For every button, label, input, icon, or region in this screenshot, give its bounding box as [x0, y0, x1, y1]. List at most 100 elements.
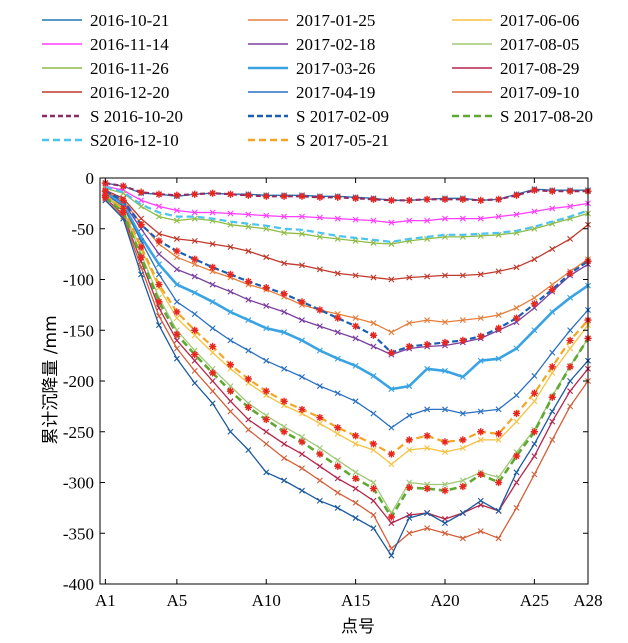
data-point — [191, 332, 198, 339]
series-line-10 — [104, 197, 589, 524]
series-16 — [101, 191, 592, 458]
data-point — [156, 251, 162, 258]
data-point — [334, 489, 341, 496]
data-point — [316, 383, 323, 390]
data-point — [244, 403, 252, 411]
data-point — [513, 345, 520, 352]
data-point — [567, 294, 574, 301]
data-point — [370, 497, 377, 504]
data-point — [441, 338, 449, 347]
data-point — [567, 203, 574, 210]
data-point — [245, 426, 252, 433]
data-point — [513, 304, 520, 311]
data-point — [156, 313, 162, 320]
data-point — [406, 515, 413, 522]
data-point — [424, 509, 431, 516]
data-point — [477, 436, 484, 443]
data-point — [173, 217, 180, 224]
legend-label: 2017-04-19 — [296, 83, 375, 102]
data-point — [352, 469, 359, 476]
data-point — [119, 182, 127, 190]
legend-item: 2017-01-25 — [248, 11, 375, 30]
legend-item: S2016-12-10 — [42, 131, 179, 150]
series-line-14 — [105, 186, 589, 243]
data-point — [442, 215, 448, 222]
data-point — [299, 487, 305, 494]
data-point — [281, 260, 288, 267]
data-point — [191, 273, 198, 280]
data-point — [388, 219, 395, 226]
data-point — [459, 535, 466, 542]
series-line-4 — [105, 190, 589, 333]
data-point — [209, 240, 216, 247]
data-point — [567, 378, 574, 384]
y-tick-label: -50 — [71, 220, 94, 239]
data-point — [227, 288, 234, 295]
data-point — [263, 254, 270, 261]
data-point — [567, 345, 574, 352]
data-point — [209, 281, 216, 288]
data-point — [549, 436, 556, 443]
data-point — [369, 484, 378, 493]
data-point — [138, 203, 145, 210]
data-point — [352, 362, 359, 369]
legend-label: 2016-10-21 — [90, 11, 169, 30]
data-point — [263, 469, 270, 476]
data-point — [334, 430, 341, 437]
data-point — [370, 217, 377, 224]
data-point — [334, 475, 341, 482]
data-point — [459, 445, 466, 451]
data-point — [298, 192, 306, 200]
data-point — [424, 317, 431, 324]
data-point — [370, 410, 377, 417]
legend-label: 2017-02-18 — [296, 35, 375, 54]
data-point — [387, 450, 395, 458]
legend-label: 2016-11-26 — [90, 59, 169, 78]
series-line-3 — [105, 189, 589, 281]
data-point — [549, 281, 556, 288]
data-point — [513, 504, 520, 511]
x-tick-label: A28 — [573, 591, 602, 610]
data-point — [388, 276, 395, 283]
x-tick-label: A10 — [252, 591, 281, 610]
data-point — [173, 281, 180, 288]
series-12 — [102, 197, 591, 559]
data-point — [209, 378, 216, 384]
data-point — [495, 312, 502, 319]
data-point — [495, 507, 502, 514]
data-point — [388, 545, 395, 552]
data-point — [352, 440, 359, 447]
series-0 — [102, 180, 591, 204]
legend-item: 2016-10-21 — [42, 11, 169, 30]
data-point — [531, 256, 538, 263]
data-point — [137, 221, 145, 229]
data-point — [281, 440, 288, 447]
data-point — [156, 203, 162, 210]
data-point — [101, 179, 109, 187]
series-line-12 — [104, 199, 589, 557]
data-point — [191, 380, 198, 387]
data-point — [334, 270, 341, 277]
data-point — [262, 415, 270, 424]
data-point — [352, 515, 359, 522]
data-point — [244, 375, 252, 383]
legend-label: S2016-12-10 — [90, 131, 179, 150]
data-point — [512, 452, 521, 460]
data-point — [262, 284, 270, 292]
legend-item: 2017-08-05 — [452, 35, 579, 54]
data-point — [173, 254, 180, 261]
data-point — [316, 323, 323, 330]
data-point — [226, 387, 235, 395]
y-tick-label: -350 — [63, 524, 94, 543]
data-point — [370, 372, 377, 379]
legend-label: S 2017-02-09 — [296, 107, 389, 126]
data-point — [334, 504, 341, 511]
data-point — [549, 308, 556, 315]
series-layer — [101, 179, 592, 559]
data-point — [549, 408, 556, 415]
data-point — [173, 345, 180, 352]
data-point — [388, 424, 395, 431]
data-point — [173, 298, 180, 305]
data-point — [244, 191, 252, 199]
